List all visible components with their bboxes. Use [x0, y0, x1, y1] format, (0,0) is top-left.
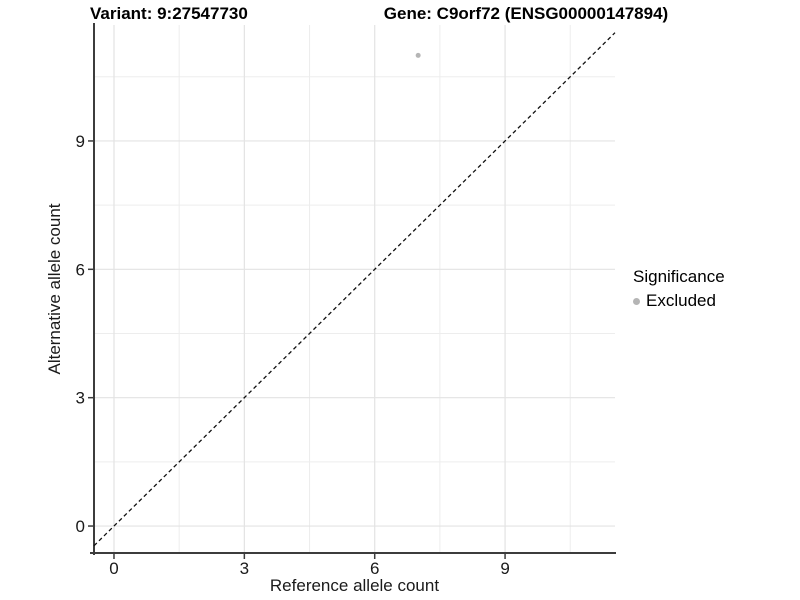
x-axis-title: Reference allele count: [269, 576, 440, 595]
x-tick-label: 6: [370, 559, 379, 578]
x-tick-label: 9: [500, 559, 509, 578]
y-tick-label: 9: [76, 132, 85, 151]
y-tick-label: 6: [76, 260, 85, 279]
y-tick-label: 0: [76, 517, 85, 536]
identity-line: [93, 32, 616, 547]
variant-title: Variant: 9:27547730: [90, 4, 248, 23]
legend-point-swatch: [633, 297, 640, 305]
legend-item-label: Excluded: [646, 291, 716, 310]
legend-title: Significance: [633, 267, 725, 286]
y-axis-title: Alternative allele count: [45, 203, 64, 375]
x-tick-label: 0: [109, 559, 118, 578]
y-tick-label: 3: [76, 389, 85, 408]
legend: Significance Excluded: [633, 267, 725, 311]
gene-title: Gene: C9orf72 (ENSG00000147894): [383, 4, 669, 23]
legend-item-excluded: Excluded: [633, 291, 725, 311]
x-tick-label: 3: [240, 559, 249, 578]
data-point: [415, 52, 421, 58]
